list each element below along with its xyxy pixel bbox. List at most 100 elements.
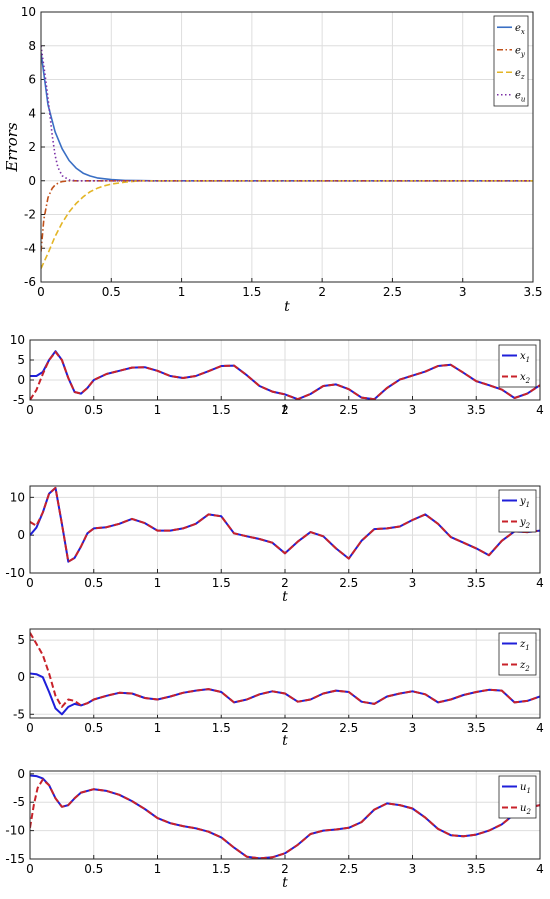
x-tick-label: 3.5 <box>467 576 486 590</box>
x-tick-label: 4 <box>536 862 544 876</box>
y-tick-label: 0 <box>17 528 25 542</box>
x-tick-label: 0.5 <box>84 576 103 590</box>
series-line-x_2 <box>30 351 540 400</box>
x-tick-label: 3 <box>459 285 467 299</box>
x-tick-label: 3 <box>409 862 417 876</box>
x-tick-label: 1.5 <box>242 285 261 299</box>
plot-frame <box>29 339 541 401</box>
x-tick-label: 1 <box>154 576 162 590</box>
x-axis-label: t <box>282 589 288 605</box>
y-tick-label: 0 <box>17 767 25 781</box>
legend-label-u_2: u2 <box>520 803 531 816</box>
legend: ex ey ez eu <box>493 15 529 107</box>
x-axis-label: t <box>284 299 290 315</box>
x-tick-label: 0.5 <box>102 285 121 299</box>
legend-box <box>493 15 529 107</box>
x-axis-label: t <box>282 402 288 418</box>
legend-box <box>498 632 537 676</box>
x-tick-label: 1.5 <box>212 403 231 417</box>
y-tick-label: 8 <box>28 39 36 53</box>
x-tick-label: 3 <box>409 576 417 590</box>
x-tick-label: 0 <box>37 285 45 299</box>
plot-frame <box>29 770 541 860</box>
x-tick-label: 4 <box>536 576 544 590</box>
series-line-z_1 <box>30 672 540 716</box>
y-tick-label: -10 <box>5 566 25 580</box>
y-tick-label: -2 <box>24 208 36 222</box>
plot-frame <box>40 11 534 283</box>
series-line-e_z <box>41 180 533 269</box>
series-line-e_u <box>41 45 533 182</box>
x-tick-label: 2.5 <box>339 862 358 876</box>
legend: u1 u2 <box>498 775 537 819</box>
x-tick-label: 1.5 <box>212 862 231 876</box>
legend-box <box>498 489 537 533</box>
x-tick-label: 3.5 <box>523 285 542 299</box>
y-axis-label: Errors <box>3 122 21 172</box>
legend-label-e_y: ey <box>515 45 526 58</box>
y-tick-label: 0 <box>17 670 25 684</box>
plot-frame <box>29 628 541 719</box>
legend-label-e_u: eu <box>515 90 526 103</box>
legend-label-z_2: z2 <box>519 660 530 673</box>
x-tick-label: 1 <box>154 721 162 735</box>
legend-label-e_z: ez <box>515 68 525 81</box>
y-tick-label: -5 <box>13 393 25 407</box>
legend-box <box>498 775 537 819</box>
x-tick-label: 0.5 <box>84 721 103 735</box>
y-tick-label: 10 <box>10 490 25 504</box>
x-tick-label: 2.5 <box>339 403 358 417</box>
x-tick-label: 0.5 <box>84 403 103 417</box>
y-tick-label: 0 <box>17 373 25 387</box>
y-tick-label: -6 <box>24 275 36 289</box>
y-tick-label: -10 <box>5 824 25 838</box>
x-tick-label: 1.5 <box>212 576 231 590</box>
x-tick-label: 2.5 <box>339 721 358 735</box>
legend-label-x_2: x2 <box>520 372 531 385</box>
legend-box <box>498 344 537 388</box>
x-tick-label: 1 <box>154 862 162 876</box>
series-line-y_2 <box>30 486 540 563</box>
legend-label-y_2: y2 <box>519 517 531 530</box>
legend-label-z_1: z1 <box>519 639 530 652</box>
series-line-u_2 <box>30 778 540 859</box>
y-tick-label: 0 <box>28 174 36 188</box>
x-axis-label: t <box>282 875 288 891</box>
x-tick-label: 1 <box>154 403 162 417</box>
x-tick-label: 0 <box>26 862 34 876</box>
y-tick-label: -4 <box>24 241 36 255</box>
x-tick-label: 2.5 <box>339 576 358 590</box>
x-tick-label: 2 <box>318 285 326 299</box>
plot-frame <box>29 485 541 574</box>
x-tick-label: 3.5 <box>467 862 486 876</box>
chart-panel-5: 0 0.5 1 1.5 2 2.5 3 3.5 4 -15 -10 -5 0 t u1 u2 <box>5 767 543 891</box>
x-tick-label: 3.5 <box>467 403 486 417</box>
y-tick-label: 5 <box>17 633 25 647</box>
x-tick-label: 2 <box>281 576 289 590</box>
x-tick-label: 4 <box>536 403 544 417</box>
x-tick-label: 2.5 <box>383 285 402 299</box>
legend-label-e_x: ex <box>515 23 525 36</box>
y-tick-label: 2 <box>28 140 36 154</box>
series-line-z_2 <box>30 632 540 708</box>
x-tick-label: 2 <box>281 403 289 417</box>
x-tick-label: 2 <box>281 862 289 876</box>
y-tick-label: -5 <box>13 707 25 721</box>
y-tick-label: -15 <box>5 852 25 866</box>
y-tick-label: 4 <box>28 106 36 120</box>
legend-label-u_1: u1 <box>520 782 531 795</box>
x-tick-label: 0.5 <box>84 862 103 876</box>
chart-panel-1: 0 0.5 1 1.5 2 2.5 3 3.5 -6 -4 -2 0 2 4 6 8 10 t Errors ex ey… <box>3 5 543 315</box>
legend: y1 y2 <box>498 489 537 533</box>
legend-label-y_1: y1 <box>519 496 530 509</box>
legend: x1 x2 <box>498 344 537 388</box>
legend-label-x_1: x1 <box>520 351 530 364</box>
x-tick-label: 4 <box>536 721 544 735</box>
x-tick-label: 1.5 <box>212 721 231 735</box>
y-tick-label: 5 <box>17 353 25 367</box>
y-tick-label: 10 <box>21 5 36 19</box>
